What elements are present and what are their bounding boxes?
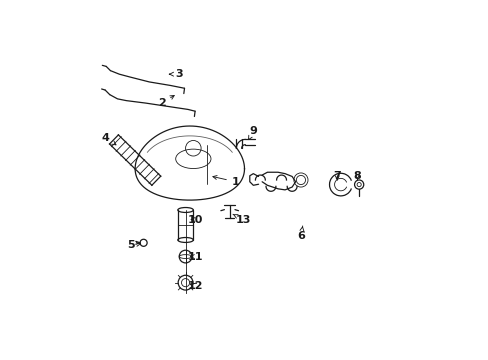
Text: 9: 9: [248, 126, 257, 140]
Text: 7: 7: [333, 171, 341, 181]
Text: 8: 8: [353, 171, 361, 181]
Text: 5: 5: [127, 240, 141, 250]
Text: 1: 1: [212, 176, 239, 187]
Text: 12: 12: [187, 281, 203, 291]
Text: 3: 3: [169, 69, 183, 79]
Text: 10: 10: [187, 215, 203, 225]
Text: 4: 4: [102, 133, 116, 145]
Text: 2: 2: [158, 95, 174, 108]
Text: 6: 6: [296, 226, 304, 242]
Text: 13: 13: [232, 214, 251, 225]
Text: 11: 11: [187, 252, 203, 262]
